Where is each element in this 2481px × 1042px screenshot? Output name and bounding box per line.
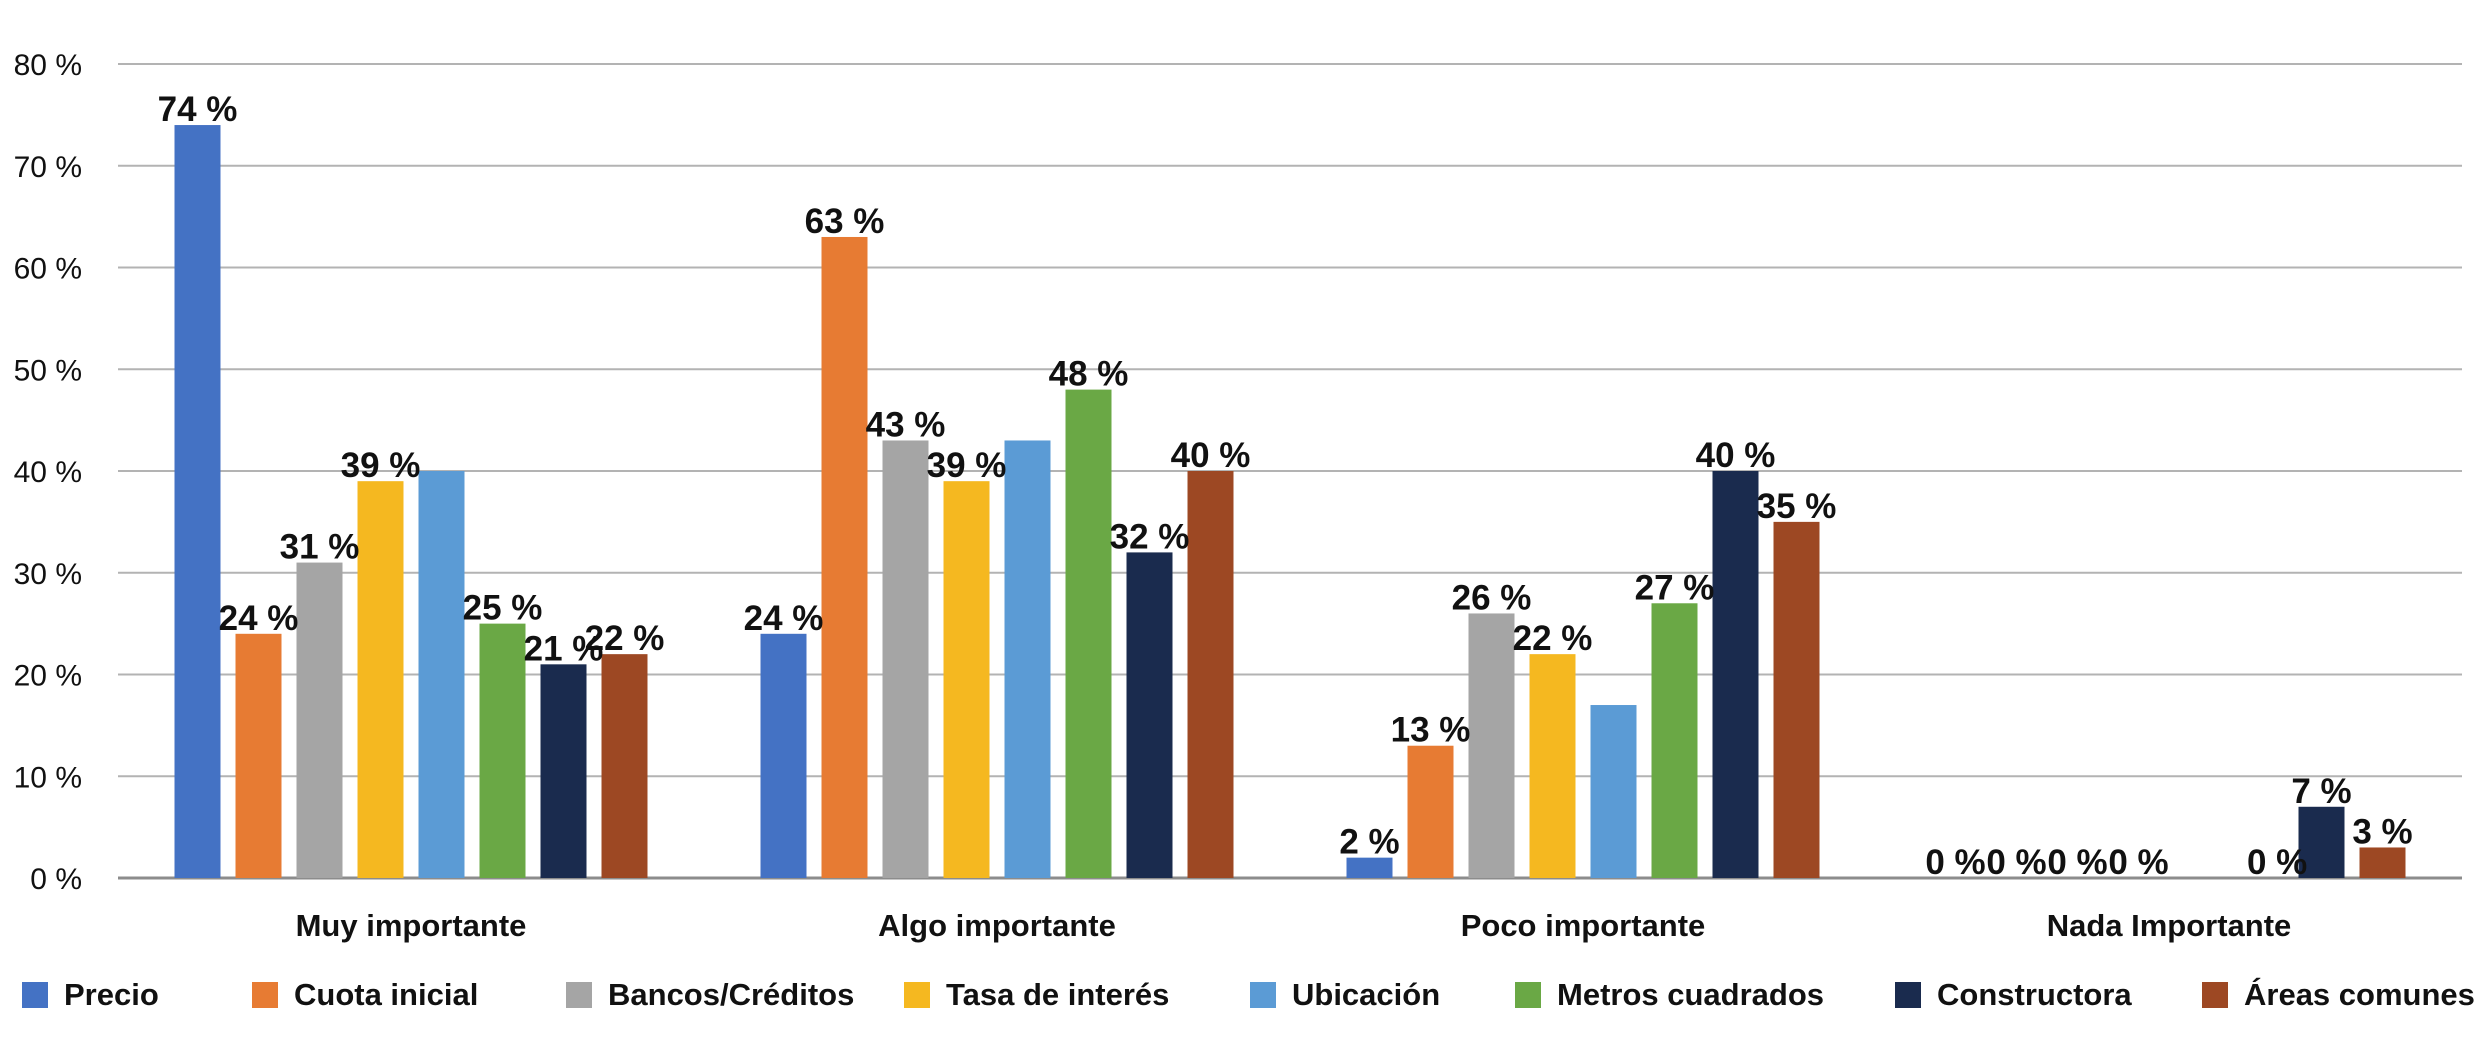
legend-swatch <box>252 982 278 1008</box>
data-label: 74 % <box>158 90 238 129</box>
data-label: 48 % <box>1049 355 1129 394</box>
data-label: 43 % <box>866 405 946 444</box>
data-label: 21 % <box>524 629 604 668</box>
bar <box>1126 552 1173 878</box>
data-label: 63 % <box>805 202 885 241</box>
bar <box>1651 603 1698 878</box>
y-tick-label: 70 % <box>14 151 82 184</box>
data-label: 32 % <box>1110 517 1190 556</box>
legend-label: Precio <box>64 977 159 1012</box>
data-label: 40 % <box>1696 436 1776 475</box>
legend-label: Constructora <box>1937 977 2132 1012</box>
data-label: 0 % <box>2047 843 2107 882</box>
data-label: 0 % <box>2108 843 2168 882</box>
x-axis: Muy importante Algo importante Poco import… <box>296 908 2292 943</box>
y-tick-label: 10 % <box>14 761 82 794</box>
bar <box>601 654 648 878</box>
data-label: 0 % <box>1986 843 2046 882</box>
bar <box>821 236 868 879</box>
y-tick-label: 30 % <box>14 558 82 591</box>
legend-label: Bancos/Créditos <box>608 977 854 1012</box>
data-label: 22 % <box>1513 619 1593 658</box>
bars <box>174 125 2406 879</box>
legend: Precio Cuota inicial Bancos/Créditos Tasa d… <box>22 977 2475 1012</box>
bar <box>479 623 526 878</box>
data-label: 0 % <box>1925 843 1985 882</box>
legend-swatch <box>22 982 48 1008</box>
bar <box>174 125 221 879</box>
bar <box>357 481 404 878</box>
bar <box>1004 440 1051 878</box>
y-tick-label: 80 % <box>14 49 82 82</box>
data-label: 7 % <box>2291 772 2351 811</box>
bar <box>1187 471 1234 878</box>
bar <box>2359 847 2406 878</box>
data-label: 39 % <box>341 446 421 485</box>
data-label: 24 % <box>744 599 824 638</box>
y-tick-label: 20 % <box>14 660 82 693</box>
legend-swatch <box>1250 982 1276 1008</box>
bar <box>943 481 990 878</box>
data-label: 25 % <box>463 589 543 628</box>
legend-label: Metros cuadrados <box>1557 977 1824 1012</box>
data-label: 13 % <box>1391 711 1471 750</box>
legend-swatch <box>2202 982 2228 1008</box>
bar <box>1407 745 1454 878</box>
bar <box>540 664 587 878</box>
legend-label: Cuota inicial <box>294 977 478 1012</box>
bar <box>296 562 343 878</box>
data-label: 2 % <box>1339 823 1399 862</box>
data-label: 35 % <box>1757 487 1837 526</box>
legend-label: Ubicación <box>1292 977 1440 1012</box>
legend-swatch <box>1515 982 1541 1008</box>
bar <box>1529 654 1576 878</box>
y-tick-label: 0 % <box>30 863 82 896</box>
bar <box>760 633 807 878</box>
data-label: 0 % <box>2247 843 2307 882</box>
category-label: Nada Importante <box>2047 908 2292 943</box>
data-label: 24 % <box>219 599 299 638</box>
y-tick-label: 50 % <box>14 354 82 387</box>
bar <box>235 633 282 878</box>
bar <box>1065 389 1112 878</box>
category-label: Poco importante <box>1461 908 1706 943</box>
legend-label: Áreas comunes <box>2244 977 2475 1012</box>
gridlines <box>118 63 2462 880</box>
data-label: 3 % <box>2352 812 2412 851</box>
bar <box>2298 806 2345 878</box>
bar <box>1712 471 1759 878</box>
y-tick-label: 60 % <box>14 253 82 286</box>
bar <box>882 440 929 878</box>
legend-swatch <box>904 982 930 1008</box>
data-label: 31 % <box>280 528 360 567</box>
category-label: Muy importante <box>296 908 527 943</box>
category-label: Algo importante <box>878 908 1116 943</box>
legend-swatch <box>566 982 592 1008</box>
data-label: 27 % <box>1635 568 1715 607</box>
data-label: 39 % <box>927 446 1007 485</box>
bar <box>1468 613 1515 878</box>
bar <box>418 471 465 878</box>
data-label: 26 % <box>1452 578 1532 617</box>
y-tick-label: 40 % <box>14 456 82 489</box>
bar <box>1590 705 1637 878</box>
data-label: 22 % <box>585 619 665 658</box>
bar <box>1773 521 1820 878</box>
legend-label: Tasa de interés <box>946 977 1169 1012</box>
data-label: 40 % <box>1171 436 1251 475</box>
legend-swatch <box>1895 982 1921 1008</box>
bar <box>1346 857 1393 878</box>
y-axis: 0 % 10 % 20 % 30 % 40 % 50 % 60 % 70 % 80 % <box>14 49 82 896</box>
data-labels: 74 %24 %31 %39 %25 %21 %22 %24 %63 %43 %… <box>158 90 2413 882</box>
